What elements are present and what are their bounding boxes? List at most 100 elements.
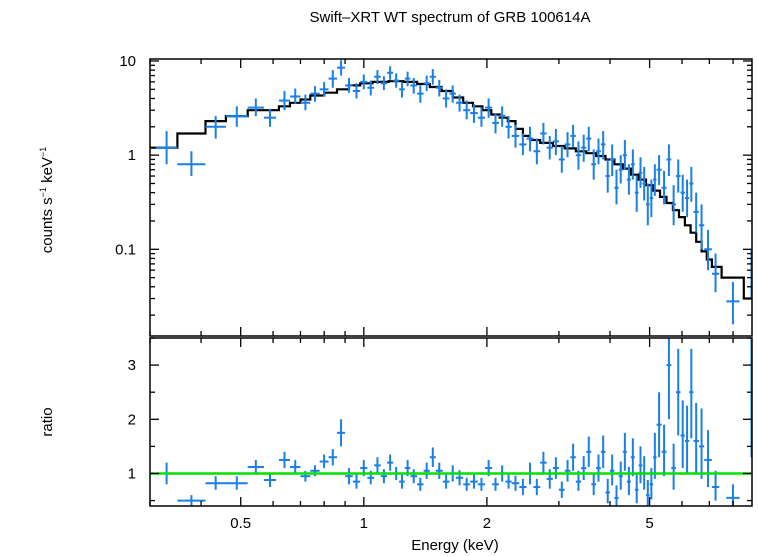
data-point bbox=[449, 85, 456, 103]
data-point bbox=[726, 281, 740, 325]
ratio-y-tick-label: 3 bbox=[128, 357, 136, 374]
ratio-point bbox=[622, 432, 627, 471]
ratio-point bbox=[600, 435, 606, 469]
data-point bbox=[247, 98, 264, 117]
ratio-point bbox=[570, 443, 576, 471]
data-point bbox=[263, 108, 277, 127]
ratio-point bbox=[205, 476, 226, 490]
data-point bbox=[290, 88, 301, 104]
ratio-point bbox=[586, 436, 592, 467]
data-point bbox=[360, 74, 368, 90]
data-point bbox=[693, 192, 699, 233]
ratio-point bbox=[581, 456, 587, 480]
data-point bbox=[511, 124, 520, 148]
ratio-y-tick-label: 1 bbox=[128, 465, 136, 482]
data-point bbox=[429, 69, 436, 85]
data-point bbox=[552, 128, 559, 156]
ratio-point bbox=[423, 462, 430, 479]
data-point bbox=[622, 139, 627, 170]
ratio-point bbox=[634, 474, 639, 504]
data-point bbox=[638, 157, 643, 188]
data-point bbox=[367, 80, 375, 96]
main-ylabel-part2: keV bbox=[39, 157, 56, 187]
data-point bbox=[352, 83, 361, 99]
ratio-point bbox=[656, 392, 662, 458]
x-tick-label: 2 bbox=[483, 515, 491, 532]
data-point bbox=[661, 170, 667, 205]
ratio-point bbox=[328, 449, 338, 466]
ratio-point bbox=[618, 461, 623, 490]
ratio-point bbox=[352, 474, 361, 489]
data-point bbox=[653, 164, 657, 196]
ratio-point bbox=[435, 462, 443, 479]
ratio-point bbox=[711, 470, 720, 501]
ratio-point bbox=[290, 459, 301, 474]
ratio-point bbox=[591, 473, 597, 496]
ratio-point bbox=[263, 473, 277, 488]
data-point bbox=[586, 126, 592, 152]
data-point bbox=[393, 73, 400, 88]
data-point bbox=[666, 144, 672, 177]
data-point bbox=[225, 106, 248, 127]
data-point bbox=[656, 155, 662, 186]
ratio-point bbox=[558, 481, 565, 498]
data-point bbox=[533, 138, 541, 165]
data-point bbox=[374, 70, 381, 84]
ratio-point bbox=[596, 454, 601, 482]
ratio-point bbox=[546, 469, 553, 489]
main-ylabel-part1: counts s bbox=[39, 197, 56, 253]
main-ylabel: counts s−1 keV−1 bbox=[38, 147, 56, 253]
ratio-point bbox=[638, 446, 643, 484]
main-plot-frame bbox=[149, 58, 753, 337]
ratio-point bbox=[653, 432, 657, 479]
data-point bbox=[319, 81, 329, 97]
data-point bbox=[605, 159, 610, 193]
data-point bbox=[600, 131, 606, 160]
data-point bbox=[646, 183, 650, 226]
data-point bbox=[711, 253, 720, 293]
x-tick-label: 0.5 bbox=[230, 515, 251, 532]
data-point bbox=[558, 146, 565, 173]
data-point bbox=[609, 144, 615, 177]
data-point bbox=[337, 60, 346, 76]
data-point bbox=[564, 132, 571, 158]
ratio-plot-frame bbox=[149, 337, 753, 507]
ratio-point bbox=[564, 459, 571, 482]
y-tick-label: 1 bbox=[128, 147, 136, 164]
ratio-point bbox=[630, 438, 635, 477]
ratio-point bbox=[661, 424, 667, 477]
ratio-point bbox=[374, 457, 381, 474]
data-point bbox=[177, 151, 206, 177]
ratio-point bbox=[693, 403, 699, 474]
x-tick-label: 5 bbox=[645, 515, 653, 532]
data-point bbox=[155, 131, 178, 165]
ratio-point bbox=[609, 454, 615, 486]
ratio-point bbox=[646, 479, 650, 506]
data-point bbox=[575, 141, 582, 170]
ratio-point bbox=[492, 477, 499, 491]
data-point bbox=[519, 133, 527, 156]
ratio-point bbox=[689, 348, 694, 439]
data-point bbox=[570, 124, 576, 148]
ratio-point bbox=[337, 419, 346, 447]
main-ylabel-sup1: −1 bbox=[38, 187, 48, 197]
y-tick-label: 0.1 bbox=[115, 241, 136, 258]
data-point bbox=[689, 166, 694, 202]
data-point bbox=[684, 179, 690, 218]
data-point bbox=[435, 79, 443, 97]
ratio-point bbox=[552, 457, 559, 479]
data-point bbox=[205, 116, 226, 139]
data-point bbox=[310, 86, 320, 102]
ratio-point bbox=[410, 469, 418, 484]
data-point bbox=[423, 75, 430, 92]
data-point bbox=[671, 185, 676, 226]
data-point bbox=[328, 70, 338, 88]
ratio-point bbox=[605, 478, 610, 504]
data-point bbox=[387, 66, 394, 80]
data-point bbox=[498, 106, 506, 127]
data-point bbox=[704, 230, 712, 271]
data-point bbox=[596, 138, 601, 165]
ratio-point bbox=[177, 495, 206, 506]
data-point bbox=[526, 126, 534, 152]
data-point bbox=[345, 77, 353, 93]
